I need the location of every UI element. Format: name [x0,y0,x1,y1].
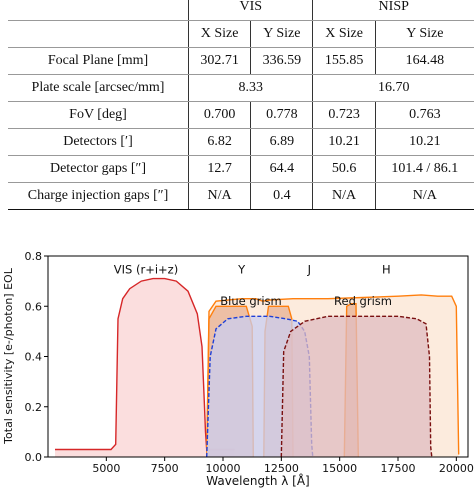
table-cell: 0.4 [250,182,313,210]
row-label: Detector gaps [″] [8,155,189,183]
table-cell: N/A [312,182,376,210]
series-layer [55,277,460,458]
table-row: FoV [deg] 0.700 0.778 0.723 0.763 [8,101,474,129]
table-cell: N/A [187,182,251,210]
table-cell: 101.4 / 86.1 [374,155,474,183]
x-tick-label: 20000 [439,462,474,475]
table-cell: 0.763 [374,101,474,129]
chart-annotation: Red grism [334,294,392,308]
chart-annotation: H [382,263,391,277]
x-tick-label: 10000 [206,462,241,475]
table-cell: 164.48 [374,47,474,75]
row-label: Plate scale [arcsec/mm] [8,74,189,102]
y-tick-label: 0.0 [25,451,43,464]
series-line-6 [280,315,433,458]
table-header-vis-y: Y Size [250,20,313,48]
series-line-1 [206,294,460,458]
table-header-nisp: NISP [312,0,474,21]
x-tick-label: 17500 [381,462,416,475]
series-line-0 [55,277,235,451]
table-header-vis: VIS [187,0,313,21]
table-cell: 155.85 [312,47,376,75]
y-tick-label: 0.2 [25,401,43,414]
table-row: Charge injection gaps [″] N/A 0.4 N/A N/… [8,182,474,210]
table-header-sizes: X Size Y Size X Size Y Size [8,20,474,48]
annotations-layer: VIS (r+i+z) Y J H Blue grism Red grism [114,263,392,308]
table-cell: 50.6 [312,155,376,183]
sensitivity-chart: 5000 7500 10000 12500 15000 17500 20000 0.0 0.2 0… [2,250,474,488]
table-cell: 6.82 [187,128,251,156]
table-cell: 0.778 [250,101,313,129]
table-cell: 0.700 [187,101,251,129]
chart-annotation: Y [237,263,246,277]
table-cell: 6.89 [250,128,313,156]
table-header-empty [8,0,189,21]
x-tick-label: 12500 [264,462,299,475]
x-tick-label: 7500 [151,462,179,475]
table-cell: 302.71 [187,47,251,75]
chart-annotation: J [307,263,311,277]
table-cell: 10.21 [374,128,474,156]
x-tick-label: 5000 [92,462,120,475]
chart-annotation: Blue grism [220,294,282,308]
table-cell: 64.4 [250,155,313,183]
table-row: Focal Plane [mm] 302.71 336.59 155.85 16… [8,47,474,75]
x-axis-label: Wavelength λ [Å] [206,473,310,488]
y-tick-label: 0.8 [25,250,43,263]
table-cell: N/A [374,182,474,210]
table-row: Plate scale [arcsec/mm] 8.33 16.70 [8,74,474,102]
table-cell: 12.7 [187,155,251,183]
series-area-6 [281,316,432,457]
row-label: Detectors [′] [8,128,189,156]
table-row: Detector gaps [″] 12.7 64.4 50.6 101.4 /… [8,155,474,183]
sensitivity-chart-section: 5000 7500 10000 12500 15000 17500 20000 0.0 0.2 0… [0,242,474,489]
table-cell: 0.723 [312,101,376,129]
chart-annotation: VIS (r+i+z) [114,263,178,277]
row-label: Focal Plane [mm] [8,47,189,75]
spec-table: VIS NISP X Size Y Size X Size Y Size Foc… [8,0,474,210]
table-header-vis-x: X Size [187,20,251,48]
table-cell: 8.33 [187,74,313,102]
table-cell: 10.21 [312,128,376,156]
table-row: Detectors [′] 6.82 6.89 10.21 10.21 [8,128,474,156]
x-tick-label: 15000 [322,462,357,475]
y-axis-label: Total sensitivity [e-/photon] EOL [2,267,15,445]
series-area-0 [55,278,235,457]
table-header-empty [8,20,189,48]
spec-table-section: VIS NISP X Size Y Size X Size Y Size Foc… [0,0,474,212]
table-header-nisp-x: X Size [312,20,376,48]
table-cell: 336.59 [250,47,313,75]
table-header-groups: VIS NISP [8,0,474,21]
y-tick-label: 0.6 [25,300,43,313]
ticks-layer: 5000 7500 10000 12500 15000 17500 20000 0.0 0.2 0… [25,250,474,475]
table-header-nisp-y: Y Size [374,20,474,48]
table-cell: 16.70 [312,74,474,102]
row-label: Charge injection gaps [″] [8,182,189,210]
y-tick-label: 0.4 [25,351,43,364]
row-label: FoV [deg] [8,101,189,129]
